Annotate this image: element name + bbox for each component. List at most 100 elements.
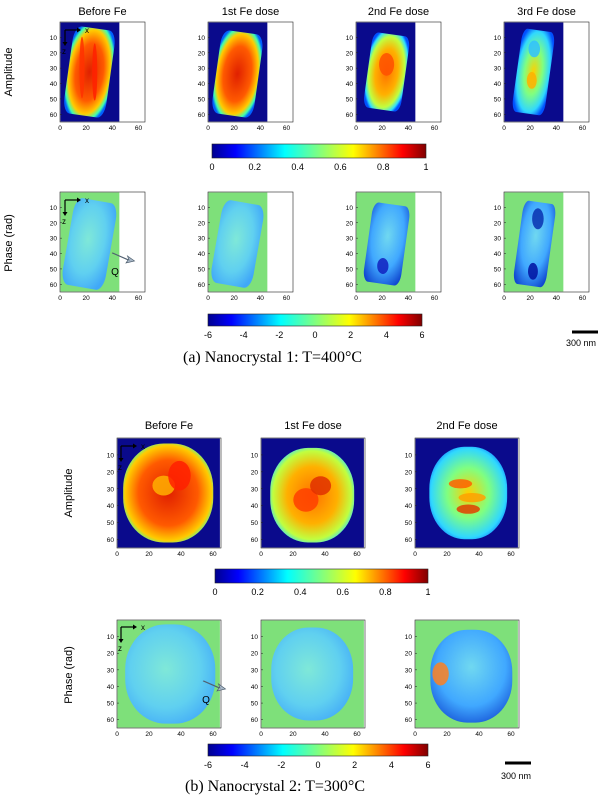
x-tick-label: 0 — [58, 125, 62, 132]
y-tick-label: 50 — [346, 266, 354, 273]
colorbar-tick-label: -2 — [275, 330, 283, 340]
x-tick-label: 40 — [405, 295, 413, 302]
row-label-a-phase: Phase (rad) — [3, 214, 15, 271]
colorbar-gradient — [207, 743, 429, 757]
y-tick-label: 20 — [494, 50, 502, 57]
q-label: Q — [111, 267, 119, 278]
y-tick-label: 40 — [251, 503, 259, 510]
x-tick-label: 20 — [379, 125, 387, 132]
colorbar-tick-label: 0.8 — [377, 162, 390, 172]
crystal-detail — [448, 479, 473, 489]
y-tick-label: 50 — [107, 701, 115, 708]
y-tick-label: 10 — [50, 35, 58, 42]
column-title-b-1: 1st Fe dose — [284, 420, 341, 432]
y-tick-label: 50 — [198, 96, 206, 103]
crystal-shape — [429, 446, 508, 540]
y-tick-label: 30 — [405, 667, 413, 674]
y-tick-label: 30 — [198, 236, 206, 243]
colorbar-gradient — [211, 143, 427, 159]
crystal-detail — [526, 72, 537, 89]
y-tick-label: 10 — [405, 634, 413, 641]
y-tick-label: 10 — [198, 35, 206, 42]
crystal-shape — [62, 198, 117, 290]
colorbar-tick-label: 0 — [315, 760, 320, 770]
scale-bar-label-a: 300 nm — [566, 338, 597, 348]
x-tick-label: 0 — [206, 125, 210, 132]
colorbar-gradient — [214, 568, 429, 584]
x-tick-label: 20 — [527, 125, 535, 132]
x-tick-label: 20 — [379, 295, 387, 302]
colorbar-tick-label: -4 — [241, 760, 249, 770]
axis-x-label: x — [85, 26, 89, 35]
y-tick-label: 30 — [50, 236, 58, 243]
y-tick-label: 40 — [107, 503, 115, 510]
y-tick-label: 40 — [494, 81, 502, 88]
x-tick-label: 60 — [209, 731, 217, 738]
y-tick-label: 30 — [107, 667, 115, 674]
y-tick-label: 60 — [251, 537, 259, 544]
y-tick-label: 60 — [107, 537, 115, 544]
x-tick-label: 40 — [405, 125, 413, 132]
crystal-detail — [79, 36, 85, 99]
crystal-detail — [528, 40, 541, 58]
colorbar-tick-label: 0 — [212, 587, 217, 597]
y-tick-label: 50 — [50, 266, 58, 273]
z-arrow-head — [118, 458, 124, 462]
panel-b: Before Fe 1st Fe dose 2nd Fe dose102030405… — [63, 420, 531, 770]
crystal-detail — [168, 460, 191, 491]
x-arrow-head — [133, 443, 137, 449]
crystal-shape — [211, 200, 264, 288]
x-tick-label: 40 — [475, 551, 483, 558]
crystal-detail — [293, 488, 319, 512]
x-tick-label: 20 — [289, 551, 297, 558]
crystal-shape — [64, 26, 115, 118]
x-tick-label: 60 — [431, 295, 439, 302]
colorbar-tick-label: 2 — [352, 760, 357, 770]
y-tick-label: 30 — [346, 236, 354, 243]
crystal-shape — [212, 30, 263, 118]
column-title-b-2: 2nd Fe dose — [436, 420, 497, 432]
x-tick-label: 60 — [135, 125, 143, 132]
y-tick-label: 20 — [251, 651, 259, 658]
y-tick-label: 20 — [346, 50, 354, 57]
x-tick-label: 20 — [83, 295, 91, 302]
y-tick-label: 10 — [494, 205, 502, 212]
x-tick-label: 0 — [354, 125, 358, 132]
x-tick-label: 20 — [527, 295, 535, 302]
axis-x-label: x — [85, 196, 89, 205]
x-tick-label: 20 — [145, 731, 153, 738]
y-tick-label: 30 — [251, 486, 259, 493]
axis-x-label: x — [141, 623, 145, 632]
y-tick-label: 30 — [494, 66, 502, 73]
y-tick-label: 30 — [494, 236, 502, 243]
x-tick-label: 40 — [257, 125, 265, 132]
axis-z-label: z — [118, 644, 122, 653]
y-tick-label: 50 — [346, 96, 354, 103]
y-tick-label: 30 — [107, 486, 115, 493]
x-tick-label: 60 — [507, 551, 515, 558]
y-tick-label: 50 — [251, 520, 259, 527]
x-tick-label: 40 — [177, 551, 185, 558]
z-arrow-head — [62, 212, 68, 216]
colorbar-tick-label: 2 — [348, 330, 353, 340]
row-label-b-amplitude: Amplitude — [63, 469, 75, 518]
x-tick-label: 0 — [354, 295, 358, 302]
y-tick-label: 40 — [405, 684, 413, 691]
colorbar-tick-label: 0 — [312, 330, 317, 340]
y-tick-label: 40 — [50, 81, 58, 88]
axis-z-label: z — [118, 463, 122, 472]
y-tick-label: 50 — [251, 701, 259, 708]
q-vector-arrow — [202, 680, 227, 692]
caption-b: (b) Nanocrystal 2: T=300°C — [185, 778, 365, 795]
x-tick-label: 40 — [553, 125, 561, 132]
crystal-shape — [363, 202, 410, 286]
y-tick-label: 20 — [50, 220, 58, 227]
colorbar-tick-label: 0.4 — [294, 587, 307, 597]
q-label: Q — [202, 695, 210, 706]
